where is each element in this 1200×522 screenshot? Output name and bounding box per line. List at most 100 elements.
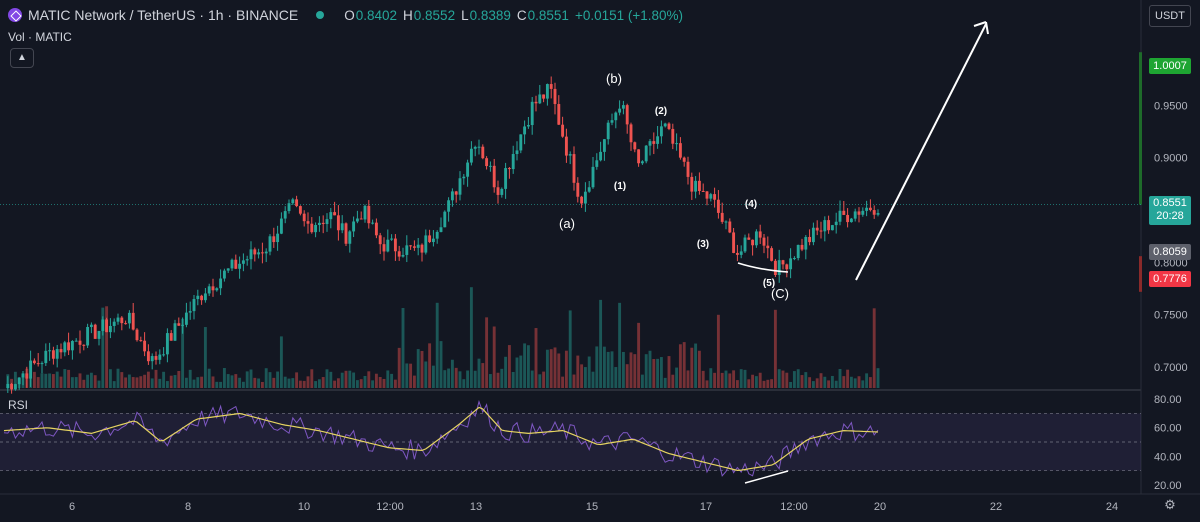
candle-body	[13, 384, 17, 390]
volume-bar	[469, 287, 473, 388]
volume-bar	[359, 379, 363, 388]
volume-bar	[739, 369, 743, 388]
time-tick-label: 6	[69, 501, 75, 513]
rsi-legend[interactable]: RSI	[8, 398, 29, 412]
wave-bottom-curve	[737, 262, 789, 273]
candle-body	[412, 246, 416, 248]
volume-bar	[32, 371, 36, 388]
volume-bar	[815, 378, 819, 388]
volume-bar	[401, 308, 405, 388]
candle-body	[811, 227, 815, 243]
candle-body	[162, 354, 166, 356]
candle-body	[230, 259, 234, 269]
candle-body	[804, 236, 808, 250]
symbol-header: MATIC Network / TetherUS · 1h · BINANCE …	[0, 0, 683, 30]
volume-bar	[872, 308, 876, 388]
candle-body	[435, 231, 439, 239]
chevron-up-icon[interactable]: ▲	[10, 48, 34, 68]
candle-body	[146, 351, 150, 362]
candle-body	[431, 238, 435, 243]
candle-body	[226, 268, 230, 271]
candle-body	[177, 323, 181, 326]
candle-body	[371, 222, 375, 224]
candle-body	[238, 263, 242, 269]
volume-bar	[116, 368, 120, 388]
volume-bar	[336, 378, 340, 388]
volume-bar	[203, 327, 207, 388]
volume-bar	[811, 381, 815, 388]
candle-body	[279, 218, 283, 234]
volume-bar	[545, 349, 549, 388]
candle-body	[458, 178, 462, 195]
symbol-title[interactable]: MATIC Network / TetherUS · 1h · BINANCE	[28, 7, 299, 23]
gear-icon[interactable]: ⚙	[1164, 497, 1176, 512]
candle-body	[131, 312, 135, 330]
volume-bar	[260, 381, 264, 388]
volume-bar	[108, 369, 112, 388]
volume-bar	[188, 369, 192, 388]
volume-bar	[393, 379, 397, 388]
volume-bar	[865, 373, 869, 388]
candle-body	[257, 252, 261, 255]
volume-legend[interactable]: Vol · MATIC	[8, 30, 72, 44]
candle-body	[618, 108, 622, 113]
price-tick-label: 0.9500	[1154, 100, 1188, 112]
volume-bar	[416, 349, 420, 388]
volume-bar	[196, 377, 200, 388]
candle-body	[245, 259, 249, 261]
candle-body	[105, 319, 109, 333]
volume-bar	[101, 307, 105, 388]
volume-bar	[777, 369, 781, 388]
candle-body	[219, 278, 223, 289]
volume-bar	[162, 371, 166, 388]
candle-body	[637, 149, 641, 164]
candle-body	[735, 252, 739, 255]
volume-bar	[580, 364, 584, 388]
candle-body	[580, 196, 584, 204]
volume-bar	[773, 309, 777, 388]
volume-bar	[409, 363, 413, 388]
volume-bar	[849, 376, 853, 388]
candle-body	[264, 251, 268, 254]
candle-body	[86, 326, 90, 346]
candle-body	[48, 350, 52, 352]
candle-body	[473, 146, 477, 149]
volume-bar	[29, 376, 33, 388]
volume-bar	[561, 376, 565, 388]
volume-bar	[857, 376, 861, 388]
candle-body	[728, 221, 732, 233]
volume-bar	[139, 376, 143, 388]
time-tick-label: 8	[185, 501, 191, 513]
candle-body	[640, 161, 644, 164]
candle-body	[333, 212, 337, 216]
candle-body	[211, 286, 215, 291]
volume-bar	[766, 379, 770, 388]
volume-bar	[291, 378, 295, 388]
currency-selector[interactable]: USDT	[1149, 5, 1191, 27]
candle-body	[846, 214, 850, 223]
volume-bar	[454, 367, 458, 388]
candle-body	[169, 333, 173, 341]
volume-bar	[184, 377, 188, 388]
volume-bar	[724, 370, 728, 388]
candle-body	[568, 154, 572, 156]
rsi-tick-label: 60.00	[1154, 423, 1182, 435]
candle-body	[602, 139, 606, 152]
volume-bar	[614, 367, 618, 388]
candle-body	[173, 323, 177, 341]
time-tick-label: 12:00	[780, 501, 808, 513]
candle-body	[51, 350, 55, 359]
volume-bar	[374, 373, 378, 388]
high-label: H	[403, 7, 413, 23]
candle-body	[644, 145, 648, 162]
candle-body	[450, 191, 454, 201]
volume-bar	[785, 372, 789, 388]
volume-bar	[587, 356, 591, 388]
volume-bar	[671, 374, 675, 388]
candle-body	[192, 299, 196, 312]
time-tick-label: 22	[990, 501, 1002, 513]
volume-bar	[682, 342, 686, 388]
candle-body	[6, 383, 10, 389]
volume-bar	[211, 376, 215, 388]
